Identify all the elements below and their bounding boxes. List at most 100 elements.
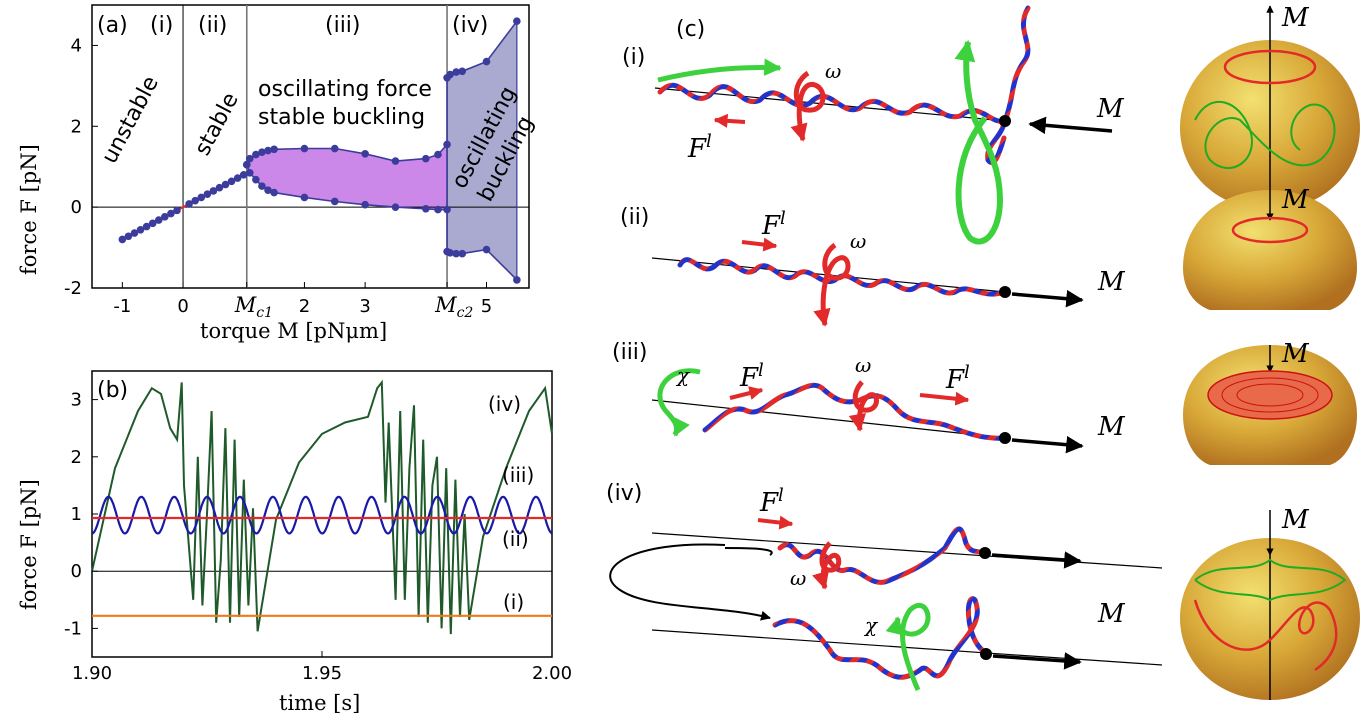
b-ylabel: force F [pN]	[17, 479, 41, 610]
data-point	[443, 140, 451, 149]
curve-iv-label: (iv)	[488, 392, 521, 416]
sphere-i-m: M	[1281, 3, 1310, 33]
data-point	[227, 177, 236, 186]
x-tick-label: 2.00	[532, 663, 572, 684]
data-point	[173, 206, 181, 215]
row-iv-force-arrow	[757, 515, 794, 530]
row-iii-omega-arrow	[848, 380, 879, 432]
data-point	[136, 225, 145, 234]
data-point	[458, 249, 467, 258]
data-point	[482, 245, 491, 254]
sphere-iv-green-path	[1194, 558, 1347, 602]
y-tick-label: 3	[71, 390, 82, 411]
row-i-omega-arrow	[790, 70, 826, 142]
x-tick-label: Mc2	[434, 293, 473, 321]
row-iv-label: (iv)	[606, 481, 642, 506]
data-point	[148, 219, 157, 228]
row-iii-chi: χ	[675, 363, 691, 387]
y-tick-label: 1	[71, 504, 82, 525]
x-tick-label: 0	[177, 296, 188, 317]
sphere-iv-red-path	[1193, 599, 1338, 672]
row-iii-chi-arrow	[657, 368, 701, 437]
sphere-i-red-orbit	[1223, 49, 1317, 85]
data-point	[239, 171, 248, 179]
data-point	[124, 232, 133, 241]
row-iv-m: M	[1097, 599, 1126, 629]
row-i-label: (i)	[622, 45, 645, 70]
curve-iv	[91, 379, 553, 635]
oscillating-force-text: oscillating force	[258, 77, 432, 102]
panel-b-frame	[91, 370, 553, 658]
x-ticks: -1 0 Mc1 2 3 Mc2 5	[113, 282, 492, 321]
x-tick-label: 5	[481, 296, 492, 317]
data-point	[233, 174, 242, 182]
row-i-green-arrow	[657, 58, 782, 83]
row-iv-omega-arrow	[812, 541, 842, 590]
data-point	[434, 150, 442, 159]
data-point	[422, 204, 430, 213]
data-point	[215, 183, 224, 192]
y-tick-label: 0	[71, 561, 82, 582]
row-iii-axis	[651, 399, 1006, 439]
row-iii-force-arrow-right	[919, 391, 970, 406]
row-iv-anchor-top	[979, 547, 991, 559]
data-point	[270, 145, 278, 154]
row-iii-f-right: Fl	[945, 362, 970, 395]
oscillating-force-region	[246, 144, 448, 210]
data-point	[264, 146, 272, 155]
sphere-iii: M	[1183, 339, 1357, 465]
data-point	[300, 193, 309, 202]
data-point	[270, 188, 278, 197]
data-point	[167, 209, 175, 218]
row-iii-rod	[702, 382, 1008, 441]
data-point	[118, 235, 127, 244]
curve-i-label: (i)	[503, 590, 524, 614]
panel-a: -2 0 2 4 -1 0 Mc1 2 3 Mc2 5 (a) (i) (ii) (iii) (i…	[17, 4, 539, 343]
row-iii-anchor	[999, 432, 1011, 444]
row-i-rod	[657, 82, 1009, 165]
x-tick-label: 2	[299, 296, 310, 317]
sphere-iv-m: M	[1281, 505, 1310, 535]
row-ii-filament: M ω Fl	[651, 208, 1126, 327]
row-iii-torque-arrow	[1011, 435, 1084, 454]
sphere-i-green-path	[1194, 100, 1336, 170]
data-point	[434, 205, 442, 214]
sphere-i: M	[1180, 3, 1360, 210]
data-points	[118, 17, 521, 284]
panel-b-label: (b)	[97, 378, 128, 403]
row-ii-force-arrow	[741, 237, 778, 252]
row-iv-torque-arrow-top	[991, 551, 1082, 569]
data-point	[142, 222, 151, 231]
row-i-force-arrow	[713, 113, 746, 128]
row-ii-omega-arrow	[813, 242, 851, 327]
row-i-f: Fl	[687, 131, 712, 164]
data-point	[203, 190, 212, 199]
b-x-ticks: 1.90 1.95 2.00	[72, 651, 572, 684]
data-point	[246, 168, 254, 177]
region-ii-label: (ii)	[198, 13, 227, 38]
data-point	[242, 160, 251, 169]
data-point	[258, 148, 266, 156]
data-point	[422, 154, 430, 163]
row-i-torque-arrow	[1028, 116, 1113, 135]
a-xlabel: torque M [pNμm]	[200, 319, 387, 343]
b-y-ticks: -1 0 1 2 3	[64, 390, 98, 639]
data-point	[161, 213, 169, 221]
row-i-omega: ω	[825, 59, 841, 83]
data-point	[154, 216, 163, 224]
data-point	[252, 150, 260, 159]
data-point	[264, 186, 272, 194]
panel-a-label: (a)	[97, 13, 128, 38]
region-iii-label: (iii)	[325, 13, 361, 38]
unstable-text: unstable	[97, 72, 164, 168]
row-iv-cycle-arrow	[609, 543, 771, 621]
x-tick-label: 3	[359, 296, 370, 317]
data-point	[209, 187, 218, 195]
row-iv-chi: χ	[863, 613, 879, 637]
row-iii-omega: ω	[855, 353, 871, 377]
curve-iii	[91, 495, 553, 535]
sphere-iv: M	[1180, 505, 1360, 700]
row-ii-f: Fl	[761, 208, 786, 241]
data-point	[361, 200, 369, 209]
